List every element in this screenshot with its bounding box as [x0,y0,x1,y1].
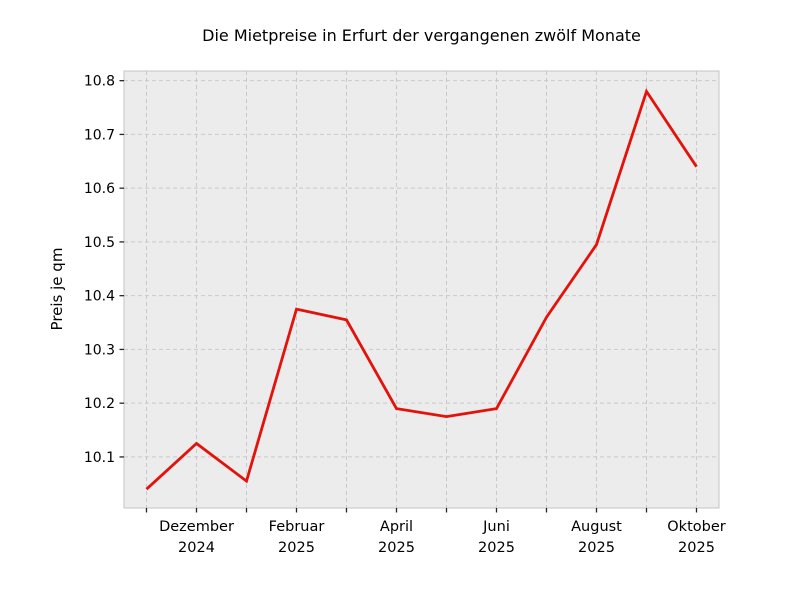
x-tick-label-year: 2025 [578,540,615,556]
x-tick-label: Dezember [159,519,234,535]
x-tick-label: August [571,519,622,535]
x-tick-label-year: 2025 [378,540,415,556]
x-tick-label: April [380,519,413,535]
plot-area [124,71,719,508]
x-tick-label-year: 2025 [278,540,315,556]
x-tick-label: Oktober [667,519,725,535]
y-tick-label: 10.5 [84,235,115,251]
y-tick-label: 10.7 [84,127,115,143]
y-tick-label: 10.1 [84,450,115,466]
x-tick-label: Februar [269,519,325,535]
x-tick-label-year: 2025 [478,540,515,556]
x-tick-label: Juni [482,519,510,535]
y-tick-label: 10.8 [84,74,115,90]
chart-title: Die Mietpreise in Erfurt der vergangenen… [202,26,641,45]
plot-border [123,70,720,509]
price-line [145,88,698,491]
y-tick-label: 10.3 [84,342,115,358]
x-tick-label-year: 2024 [178,540,215,556]
y-tick-label: 10.4 [84,289,115,305]
y-tick-label: 10.2 [84,396,115,412]
x-tick-label-year: 2025 [678,540,715,556]
y-tick-label: 10.6 [84,181,115,197]
